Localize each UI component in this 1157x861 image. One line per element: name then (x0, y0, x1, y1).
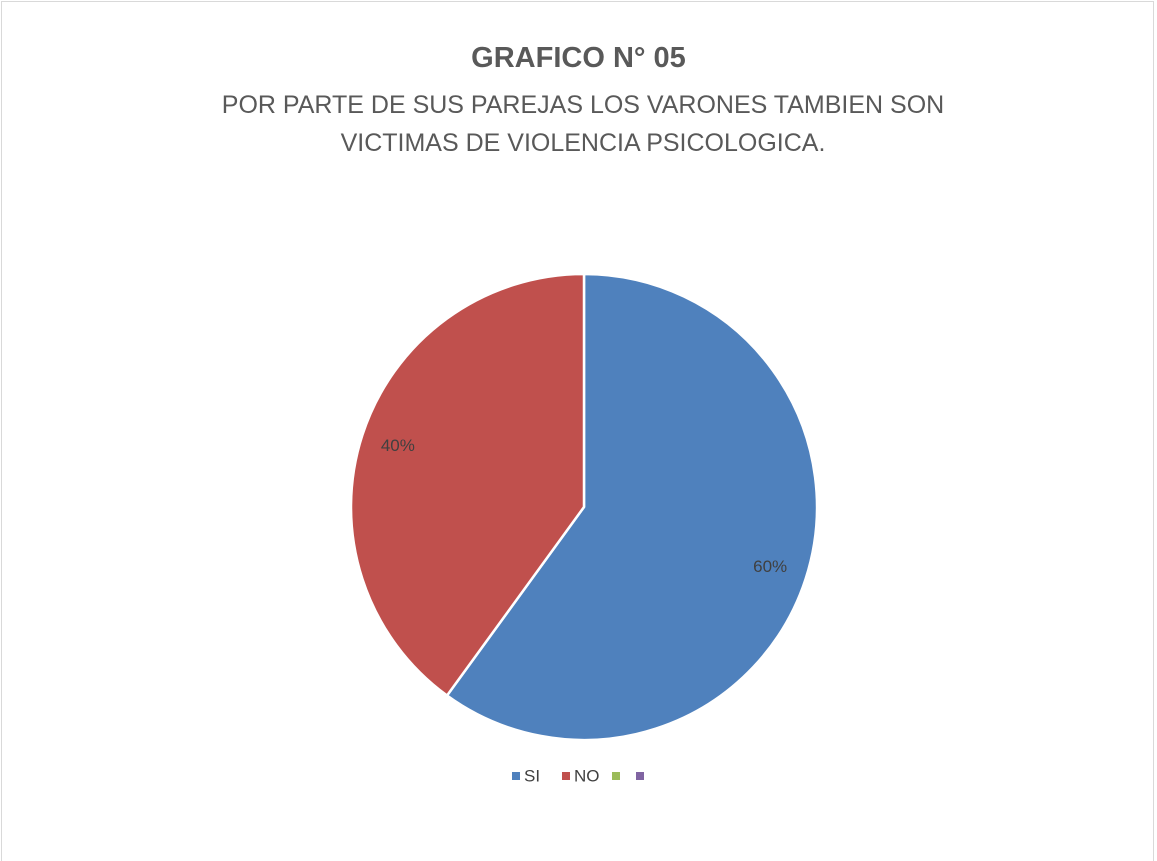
data-label: 40% (381, 436, 415, 455)
pie-slice (445, 272, 819, 742)
legend-swatch (612, 772, 620, 780)
chart-subtitle: POR PARTE DE SUS PAREJAS LOS VARONES TAM… (221, 91, 945, 157)
legend-swatch (562, 772, 570, 780)
legend-swatch (636, 772, 644, 780)
pie-slice (349, 272, 586, 697)
chart-title: GRAFICO N° 05 (471, 42, 686, 74)
data-label: 60% (753, 557, 787, 576)
legend-label: NO (574, 766, 600, 785)
legend-swatch (512, 772, 520, 780)
legend-label: SI (524, 766, 540, 785)
